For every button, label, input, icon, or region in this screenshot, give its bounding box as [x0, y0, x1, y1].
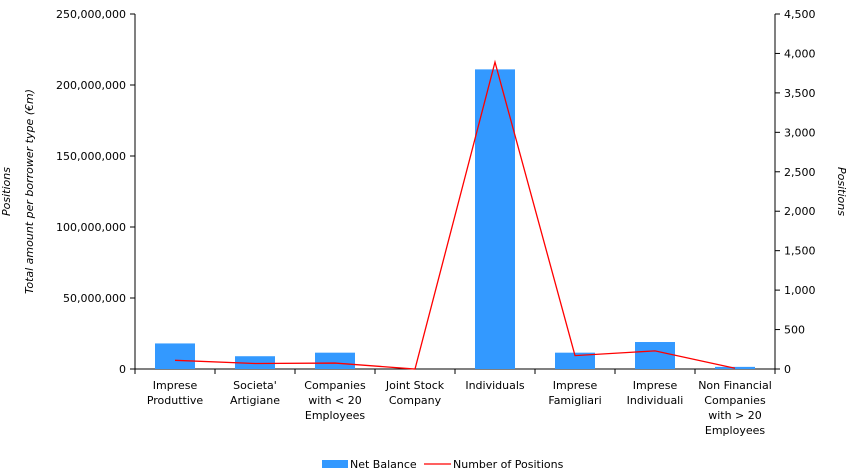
x-category-label-line: with > 20: [708, 409, 762, 422]
bar-5: [475, 69, 515, 369]
y-right-tick-label: 1,500: [784, 245, 816, 258]
x-category-label-line: Individuals: [465, 379, 525, 392]
x-category-label-line: with < 20: [308, 394, 362, 407]
x-category-label-line: Companies: [304, 379, 366, 392]
y-right-tick-label: 1,000: [784, 284, 816, 297]
y-left-axis-title-line2: Total amount per borrower type (€m): [23, 89, 36, 294]
y-left-tick-label: 0: [119, 363, 126, 376]
x-category-label-line: Employees: [705, 424, 765, 437]
y-right-tick-label: 500: [784, 324, 805, 337]
legend-label-net-balance: Net Balance: [350, 458, 417, 471]
x-category-label: Imprese Individuali: [627, 379, 684, 407]
x-category-label-line: Joint Stock: [385, 379, 445, 392]
positions-line: [174, 59, 736, 370]
x-category-label-line: Imprese: [553, 379, 598, 392]
y-right-tick-label: 2,500: [784, 166, 816, 179]
y-left-tick-label: 100,000,000: [56, 221, 126, 234]
x-category-label: Imprese Famigliari: [548, 379, 601, 407]
x-category-label: Imprese Produttive: [147, 379, 204, 407]
y-right-tick-label: 3,000: [784, 126, 816, 139]
y-right-tick-label: 3,500: [784, 87, 816, 100]
y-left-tick-label: 150,000,000: [56, 150, 126, 163]
x-category-label-line: Imprese: [633, 379, 678, 392]
bar-6: [555, 352, 595, 369]
x-category-label-line: Famigliari: [548, 394, 601, 407]
x-category-label-line: Individuali: [627, 394, 684, 407]
x-category-label-line: Non Financial: [698, 379, 772, 392]
x-category-label: Individuals: [465, 379, 525, 392]
y-right-tick-label: 4,000: [784, 47, 816, 60]
y-left-tick-label: 200,000,000: [56, 79, 126, 92]
y-left-axis-title-line1: Positions: [0, 167, 13, 216]
bar-2: [235, 356, 275, 369]
x-category-label: Joint Stock Company: [385, 379, 445, 407]
y-right-tick-label: 2,000: [784, 205, 816, 218]
x-category-label: Companies with < 20 Employees: [304, 379, 366, 422]
x-category-label: Societa' Artigiane: [230, 379, 280, 407]
y-left-tick-label: 50,000,000: [63, 292, 126, 305]
x-category-label-line: Artigiane: [230, 394, 280, 407]
x-category-label-line: Companies: [704, 394, 766, 407]
x-category-label-line: Company: [389, 394, 442, 407]
bar-1: [155, 343, 195, 369]
x-category-label-line: Employees: [305, 409, 365, 422]
x-category-label-line: Imprese: [153, 379, 198, 392]
bar-3: [315, 352, 355, 369]
legend-label-positions: Number of Positions: [453, 458, 564, 471]
y-right-axis-title: Positions: [835, 167, 848, 216]
x-category-label-line: Societa': [233, 379, 277, 392]
x-category-label-line: Produttive: [147, 394, 204, 407]
legend-swatch-net-balance: [322, 460, 348, 468]
y-right-tick-label: 4,500: [784, 8, 816, 21]
y-left-tick-label: 250,000,000: [56, 8, 126, 21]
bar-7: [635, 342, 675, 369]
y-right-tick-label: 0: [784, 363, 791, 376]
x-category-label: Non Financial Companies with > 20 Employees: [698, 379, 772, 437]
